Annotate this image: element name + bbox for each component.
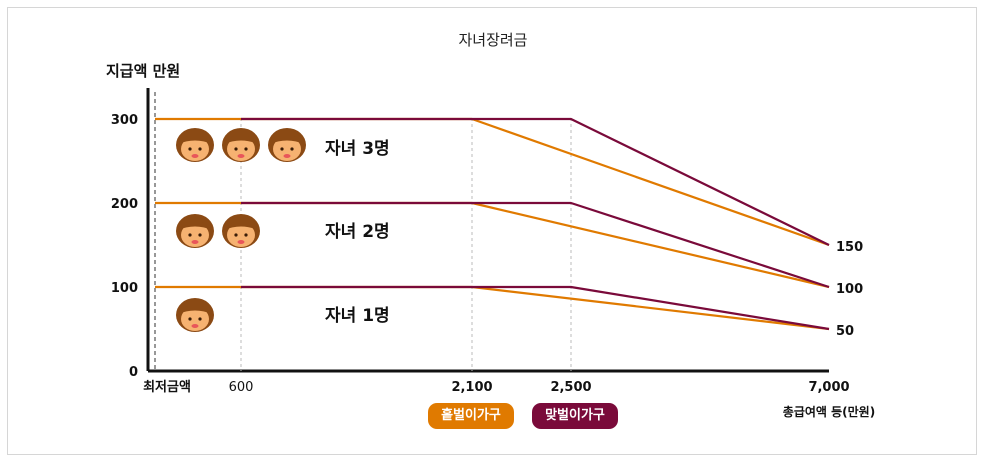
y-tick-label: 300 bbox=[111, 113, 138, 128]
child-face-icon bbox=[178, 134, 212, 144]
child-face-icon bbox=[188, 317, 192, 321]
child-face-icon bbox=[198, 317, 202, 321]
child-face-icon bbox=[178, 220, 212, 230]
child-face-icon bbox=[191, 240, 199, 244]
child-face-icon bbox=[191, 324, 199, 328]
child-face-icon bbox=[270, 134, 304, 144]
y-tick-label: 100 bbox=[111, 281, 138, 296]
child-face-icon bbox=[234, 233, 238, 237]
child-face-icon bbox=[224, 220, 258, 230]
child-face-icon bbox=[283, 154, 291, 158]
child-face-icon bbox=[244, 147, 248, 151]
child-face-icon bbox=[237, 154, 245, 158]
child-face-icon bbox=[273, 137, 301, 161]
legend-single-income: 홑벌이가구 bbox=[428, 403, 514, 429]
legend-dual-income: 맞벌이가구 bbox=[532, 403, 618, 429]
child-face-icon bbox=[227, 223, 255, 247]
child-face-icon bbox=[227, 137, 255, 161]
child-face-icon bbox=[181, 137, 209, 161]
chart-frame bbox=[7, 7, 977, 455]
x-tick-label: 2,500 bbox=[550, 380, 591, 395]
chart-title: 자녀장려금 bbox=[458, 31, 528, 49]
child-face-icon bbox=[188, 233, 192, 237]
series-line-single bbox=[155, 201, 830, 289]
child-face-icon bbox=[290, 147, 294, 151]
series-line-dual bbox=[241, 201, 830, 289]
x-tick-label: 2,100 bbox=[451, 380, 492, 395]
child-face-icon bbox=[188, 147, 192, 151]
right-value-label: 50 bbox=[836, 324, 854, 339]
x-tick-label: 600 bbox=[229, 380, 254, 395]
y-tick-label: 200 bbox=[111, 197, 138, 212]
right-value-label: 150 bbox=[836, 240, 863, 255]
child-face-icon bbox=[178, 304, 212, 314]
series-line-dual bbox=[241, 285, 830, 331]
group-label: 자녀 1명 bbox=[325, 306, 390, 326]
series-line-single bbox=[155, 285, 830, 331]
child-face-icon bbox=[280, 147, 284, 151]
group-label: 자녀 2명 bbox=[325, 222, 390, 242]
x-axis-label: 총급여액 등(만원) bbox=[783, 404, 875, 419]
child-face-icon bbox=[237, 240, 245, 244]
child-face-icon bbox=[244, 233, 248, 237]
series-line-dual bbox=[241, 117, 830, 246]
child-face-icon bbox=[224, 134, 258, 144]
child-face-icon bbox=[181, 307, 209, 331]
group-label: 자녀 3명 bbox=[325, 139, 390, 159]
y-axis-label: 지급액 만원 bbox=[106, 62, 180, 80]
x-tick-label: 7,000 bbox=[808, 380, 849, 395]
child-face-icon bbox=[234, 147, 238, 151]
child-face-icon bbox=[198, 147, 202, 151]
y-tick-label: 0 bbox=[129, 365, 138, 380]
right-value-label: 100 bbox=[836, 282, 863, 297]
child-face-icon bbox=[191, 154, 199, 158]
child-face-icon bbox=[181, 223, 209, 247]
child-face-icon bbox=[198, 233, 202, 237]
x-tick-label: 최저금액 bbox=[143, 380, 191, 395]
